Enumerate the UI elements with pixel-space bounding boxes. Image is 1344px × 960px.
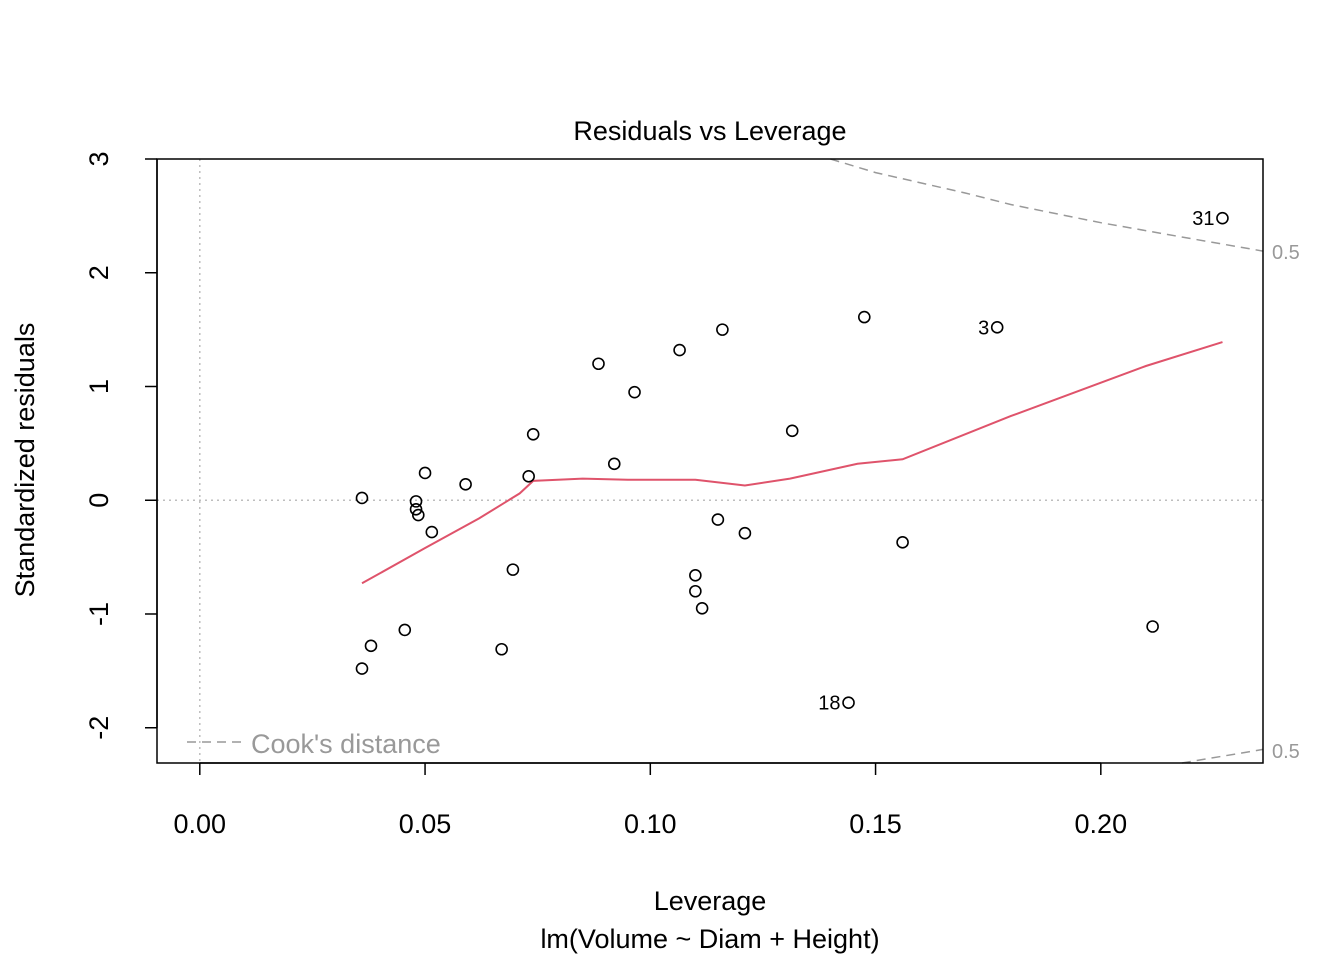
cook-contour-label-lower: 0.5 [1272,741,1300,763]
data-point [409,495,423,508]
x-tick-label: 0.00 [174,809,227,839]
data-point [418,466,432,480]
data-point [628,385,641,399]
legend: Cook's distance [187,729,441,759]
smooth-line [361,341,1223,585]
x-tick-label: 0.15 [849,809,902,839]
point-labels-layer: 18 3 31 [818,208,1214,715]
data-point [785,424,799,438]
point-label: 31 [1192,208,1214,230]
data-point [411,508,425,522]
y-tick-label: -2 [84,716,114,740]
data-point [409,503,423,516]
data-point [522,470,535,483]
data-point [673,343,686,357]
data-point [355,662,369,675]
data-point [716,323,729,336]
data-point [1216,211,1229,225]
data-point [842,696,855,710]
y-tick-label: -1 [84,602,114,626]
x-tick-label: 0.10 [624,809,677,839]
data-point [896,536,909,549]
data-point [526,427,540,441]
y-axis-label: Standardized residuals [10,323,40,598]
cook-contour-label-upper: 0.5 [1272,242,1300,264]
x-tick-label: 0.20 [1075,809,1128,839]
data-point [425,525,439,539]
y-axis: 3 2 1 0 -1 -2 [84,151,158,740]
y-tick-label: 0 [84,493,114,508]
smooth-line-layer [361,341,1223,585]
data-point [990,321,1004,334]
data-point [1146,620,1159,633]
data-point [857,310,871,324]
y-tick-label: 3 [84,151,114,166]
data-point [711,513,725,526]
data-point [459,478,472,491]
data-point [738,526,752,540]
data-point [364,639,378,653]
y-tick-label: 1 [84,379,114,394]
data-point [398,623,412,637]
data-point [592,357,605,371]
data-point [495,642,508,656]
x-tick-label: 0.05 [399,809,452,839]
legend-label: Cook's distance [251,729,441,759]
data-point [355,491,369,505]
chart-title: Residuals vs Leverage [573,116,846,146]
x-axis-label: Leverage [654,886,767,916]
data-point [689,584,702,598]
cooks-distance-upper-line [830,158,1264,252]
data-point [695,602,709,615]
reference-lines [157,159,1263,763]
cooks-distance-contours [830,158,1264,764]
chart-subtitle: lm(Volume ~ Diam + Height) [540,924,879,954]
x-axis: 0.00 0.05 0.10 0.15 0.20 [174,762,1128,839]
cooks-distance-lower-line [1181,748,1264,764]
y-tick-label: 2 [84,265,114,280]
point-label: 18 [818,693,840,715]
points-layer [355,211,1229,710]
data-point [607,457,621,471]
point-label: 3 [978,317,989,339]
data-point [506,563,520,576]
data-point [689,569,702,582]
